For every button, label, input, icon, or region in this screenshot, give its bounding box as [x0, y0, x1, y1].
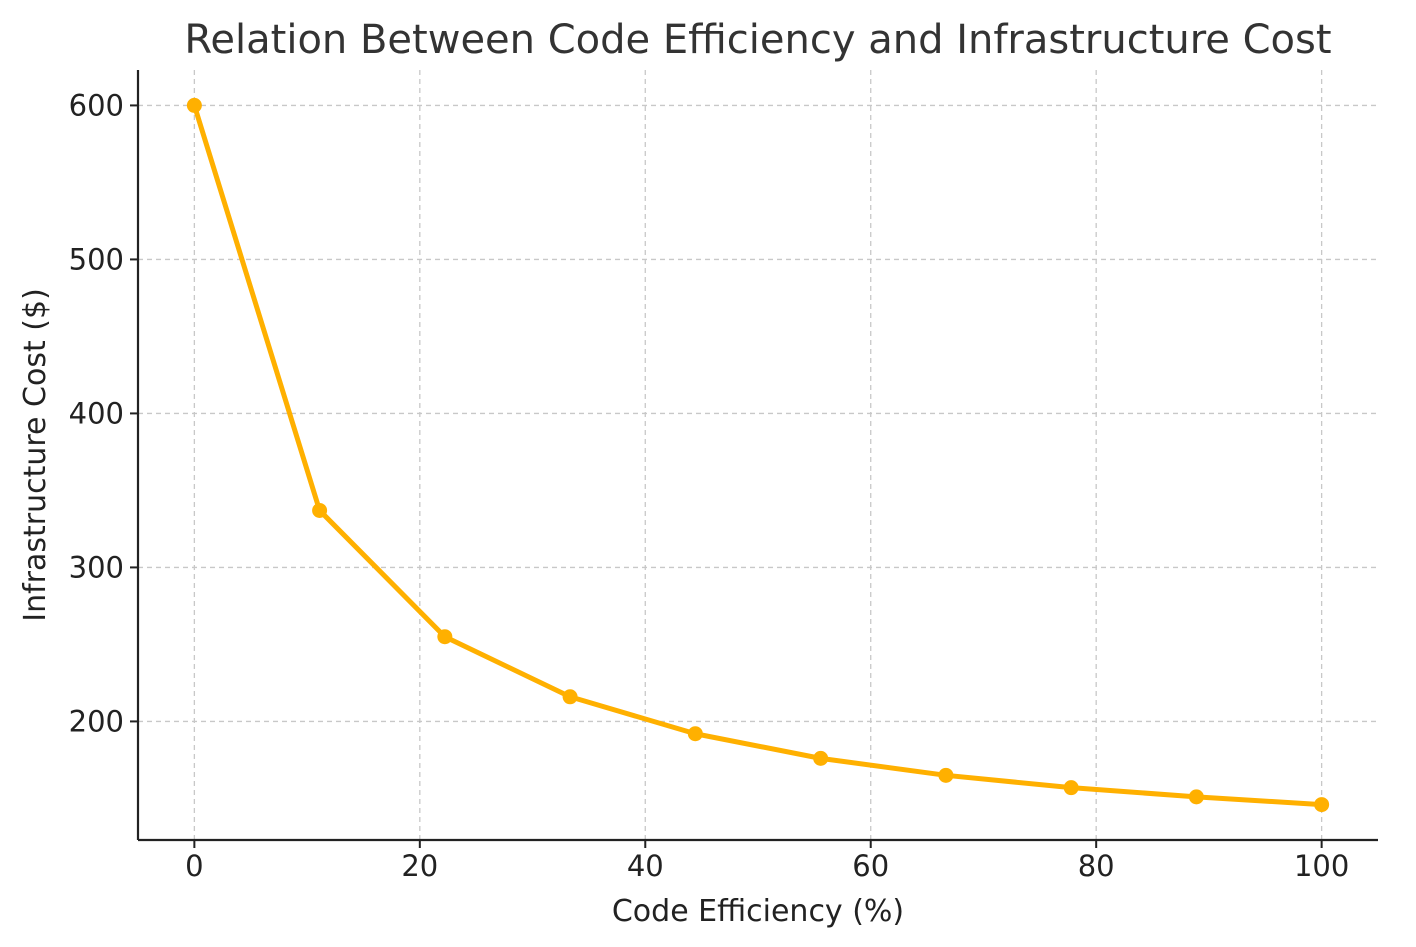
y-tick-label-2: 400: [69, 396, 124, 430]
data-point-2: [437, 629, 453, 645]
x-axis-label: Code Efficiency (%): [612, 894, 904, 929]
x-tick-label-4: 80: [1078, 849, 1115, 883]
data-point-4: [687, 726, 703, 742]
y-tick-label-4: 600: [69, 88, 124, 122]
data-point-3: [562, 689, 578, 705]
x-tick-label-2: 40: [627, 849, 664, 883]
series-line-0: [191, 102, 1325, 808]
data-point-7: [1063, 780, 1079, 796]
grid-lines: [138, 70, 1378, 840]
tick-labels: 0 20 40 60 80 100 200 300 400 500 600: [69, 88, 1350, 883]
x-tick-label-1: 20: [401, 849, 438, 883]
data-series: [186, 97, 1330, 813]
data-point-9: [1314, 797, 1330, 813]
y-tick-label-3: 500: [69, 242, 124, 276]
data-point-6: [938, 767, 954, 783]
data-point-1: [312, 502, 328, 518]
data-point-0: [186, 97, 202, 113]
data-point-8: [1188, 789, 1204, 805]
y-tick-label-1: 300: [69, 550, 124, 584]
x-tick-label-0: 0: [185, 849, 203, 883]
axes: [136, 70, 1378, 842]
x-tick-label-5: 100: [1294, 849, 1349, 883]
x-tick-label-3: 60: [852, 849, 889, 883]
y-axis-label: Infrastructure Cost ($): [18, 288, 53, 622]
y-tick-label-0: 200: [69, 704, 124, 738]
data-point-5: [813, 750, 829, 766]
chart-title: Relation Between Code Efficiency and Inf…: [184, 17, 1331, 63]
